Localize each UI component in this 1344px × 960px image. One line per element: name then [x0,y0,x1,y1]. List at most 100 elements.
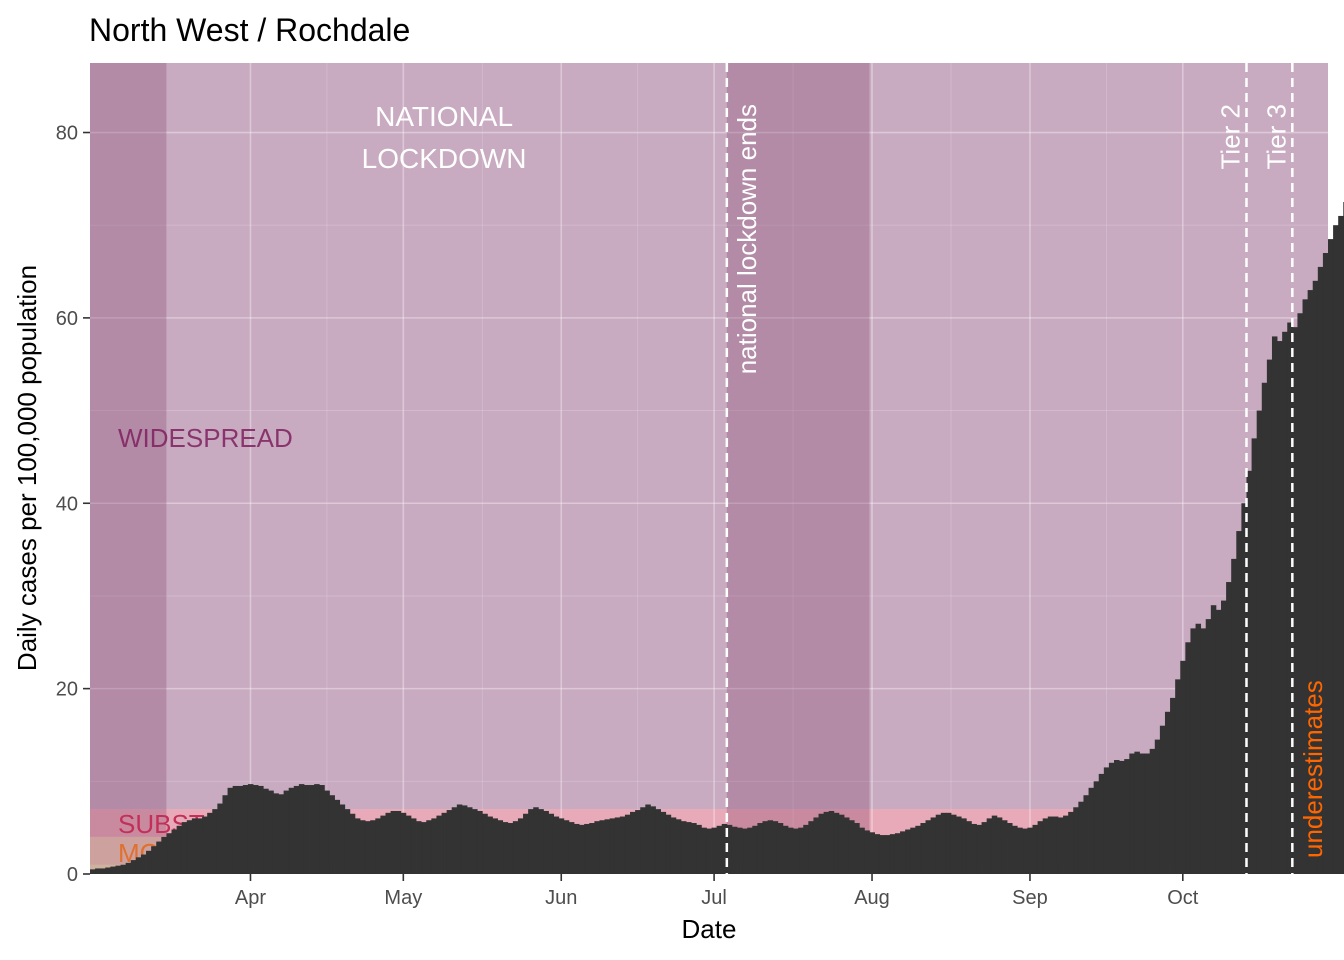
bar [650,806,656,874]
bar [375,818,381,874]
bar [349,813,356,874]
bar [1190,628,1196,874]
bar [166,833,172,874]
event-label: Tier 2 [1215,104,1245,170]
bar [599,820,605,874]
bar [1251,438,1258,874]
threshold-label-widespread: WIDESPREAD [118,423,293,453]
bar [1144,753,1151,874]
bar [273,793,279,874]
bar [90,869,96,874]
bar [451,807,458,874]
x-axis-title: Date [682,914,737,944]
bar [910,827,916,874]
bar [95,868,101,874]
bar [207,812,213,874]
bar [782,825,789,874]
bar [467,807,473,874]
bar [976,824,982,874]
bar [314,784,320,874]
axes: 0 20 40 60 80 Apr May Jun Jul Aug Sep Oct [56,123,1199,909]
bar [838,814,845,874]
bar [1027,827,1033,874]
bar [1083,795,1089,874]
bar [813,817,819,874]
plot-area: WIDESPREADSUBSTANTIALMODERATENATIONALLOC… [90,63,1344,875]
bar [263,788,269,874]
lockdown-label: LOCKDOWN [362,143,527,174]
bar [553,816,560,874]
bar [665,814,672,874]
bar [115,865,121,874]
y-axis-title: Daily cases per 100,000 population [12,265,42,671]
bar [278,794,284,874]
bar [920,823,926,874]
event-label: national lockdown ends [732,104,762,374]
bar [324,790,330,874]
bar [1185,642,1191,874]
bar [996,817,1003,874]
bar [584,823,590,874]
bar [400,812,407,874]
bar [966,821,972,874]
bar [151,846,157,874]
bar [1241,503,1247,874]
bar [416,821,422,874]
bar [110,866,116,874]
bar [1032,824,1039,874]
bar [594,821,600,874]
bar [1103,767,1110,874]
bar [1307,290,1314,875]
bar [1164,711,1171,874]
bar [737,827,743,874]
bar [894,833,901,874]
bar [1200,628,1207,874]
bar [161,836,167,874]
bar [339,804,346,874]
bar [849,820,855,874]
bar [390,810,397,874]
plot-background [90,63,1328,874]
bar [660,811,667,874]
bar [793,828,799,874]
bar [232,785,239,874]
x-tick-label: Sep [1012,887,1048,909]
bar [365,821,371,874]
bar [869,832,875,874]
bar [742,828,748,874]
bar [528,809,534,874]
bar [253,785,259,874]
bar [1093,781,1100,874]
bar [900,831,906,874]
bar [171,829,178,874]
bar [1057,817,1064,874]
bar [818,813,825,874]
bar [630,811,636,874]
bar [1266,359,1273,874]
bar [777,823,784,874]
bar [1287,322,1293,874]
bar [731,826,738,874]
bar [512,821,519,874]
bar [711,827,718,874]
bar [288,787,295,874]
bar [604,819,611,874]
bar [497,820,504,874]
bar [298,784,305,874]
bar [1205,619,1212,874]
bar [716,825,723,874]
bar [140,854,147,874]
bar [645,804,651,874]
y-tick-label: 80 [56,123,78,145]
bar [1170,697,1176,874]
bar [563,820,570,874]
bar [1282,331,1288,874]
bar [971,823,977,874]
bar [482,813,488,874]
bar [1159,725,1166,874]
bar [1078,801,1084,874]
bar [1231,558,1237,874]
bar [1317,266,1324,874]
bar [472,809,478,874]
bar [523,813,529,874]
